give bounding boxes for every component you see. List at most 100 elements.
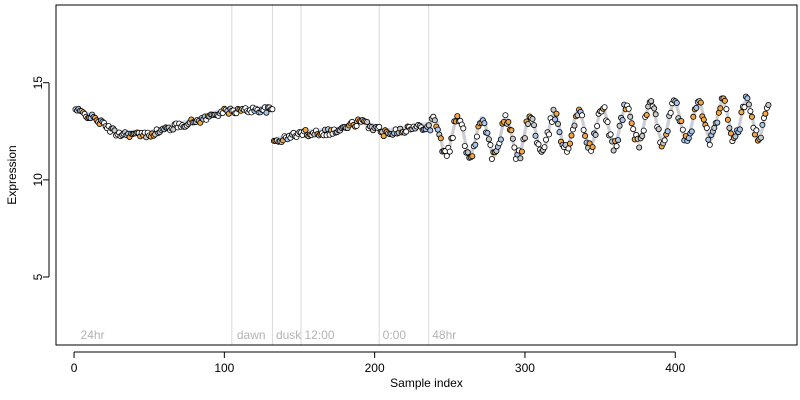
phase-labels: 24hr dawn dusk 12:00 0:00 48hr xyxy=(81,328,457,342)
data-point xyxy=(628,120,635,127)
x-tick-label: 300 xyxy=(515,361,535,375)
data-point xyxy=(550,106,557,113)
data-point xyxy=(592,131,599,138)
data-point xyxy=(661,137,668,144)
x-axis-title: Sample index xyxy=(390,376,463,390)
data-point xyxy=(636,144,643,151)
data-point xyxy=(639,132,646,139)
data-point xyxy=(615,137,622,144)
y-axis: 5 10 15 xyxy=(31,76,50,280)
data-point xyxy=(664,128,671,135)
data-point xyxy=(449,134,456,141)
data-point xyxy=(582,132,589,139)
data-point xyxy=(690,113,697,120)
data-point xyxy=(613,143,620,150)
data-point xyxy=(711,124,718,131)
data-point xyxy=(655,126,662,133)
data-point xyxy=(567,140,574,147)
data-point xyxy=(753,127,760,134)
data-point xyxy=(705,136,712,143)
data-point xyxy=(541,144,548,151)
data-point xyxy=(757,134,764,141)
data-point xyxy=(364,119,371,126)
data-point xyxy=(488,155,495,162)
data-point xyxy=(643,112,650,119)
data-point xyxy=(437,135,444,142)
data-point xyxy=(693,104,700,111)
data-point xyxy=(723,106,730,113)
data-point xyxy=(380,133,387,140)
data-point xyxy=(744,95,751,102)
y-tick-label: 5 xyxy=(31,273,45,280)
data-point xyxy=(762,110,769,117)
data-point xyxy=(619,117,626,124)
data-point xyxy=(446,148,453,155)
data-point xyxy=(565,145,572,152)
data-point xyxy=(517,155,524,162)
data-point xyxy=(648,98,655,105)
data-point xyxy=(651,105,658,112)
phase-label: 0:00 xyxy=(383,328,407,342)
data-point xyxy=(509,135,516,142)
data-point xyxy=(556,129,563,136)
data-point xyxy=(724,116,731,123)
data-point xyxy=(469,153,476,160)
data-point xyxy=(461,142,468,149)
data-point xyxy=(525,121,532,128)
x-tick-label: 400 xyxy=(665,361,685,375)
data-point xyxy=(431,117,438,124)
data-point xyxy=(425,122,432,129)
data-point xyxy=(505,118,512,125)
data-point xyxy=(607,131,614,138)
phase-label: 12:00 xyxy=(304,328,334,342)
data-point xyxy=(667,109,674,116)
data-point xyxy=(703,125,710,132)
data-point xyxy=(427,127,434,134)
plot-frame xyxy=(55,4,798,346)
data-point xyxy=(487,141,494,148)
data-point xyxy=(532,132,539,139)
data-point xyxy=(552,116,559,123)
x-axis: 0 100 200 300 400 xyxy=(71,351,686,375)
data-point xyxy=(553,110,560,117)
data-point xyxy=(555,121,562,128)
data-point xyxy=(625,105,632,112)
data-point xyxy=(460,125,467,132)
data-point xyxy=(726,125,733,132)
data-point xyxy=(302,127,309,134)
data-point xyxy=(497,136,504,143)
data-point xyxy=(481,120,488,127)
data-point xyxy=(518,148,525,155)
data-point xyxy=(714,119,721,126)
data-point xyxy=(472,141,479,148)
data-point xyxy=(543,136,550,143)
data-point xyxy=(717,105,724,112)
data-point xyxy=(443,152,450,159)
data-point xyxy=(502,112,509,119)
data-point xyxy=(376,123,383,130)
data-point xyxy=(741,104,748,111)
data-point xyxy=(580,127,587,134)
data-point xyxy=(485,136,492,143)
data-point xyxy=(601,104,608,111)
y-tick-label: 10 xyxy=(31,173,45,187)
data-point xyxy=(652,111,659,118)
data-point xyxy=(579,112,586,119)
data-point xyxy=(568,132,575,139)
data-point xyxy=(748,113,755,120)
data-point xyxy=(678,118,685,125)
phase-boundary-lines xyxy=(231,5,430,345)
data-point xyxy=(697,99,704,106)
data-point xyxy=(765,102,772,109)
data-point xyxy=(594,123,601,130)
data-point xyxy=(508,127,515,134)
phase-label: 24hr xyxy=(81,328,105,342)
y-tick-label: 15 xyxy=(31,76,45,90)
data-point xyxy=(511,144,518,151)
phase-label: 48hr xyxy=(432,328,456,342)
data-point xyxy=(546,131,553,138)
data-point xyxy=(673,100,680,107)
data-point xyxy=(759,121,766,128)
